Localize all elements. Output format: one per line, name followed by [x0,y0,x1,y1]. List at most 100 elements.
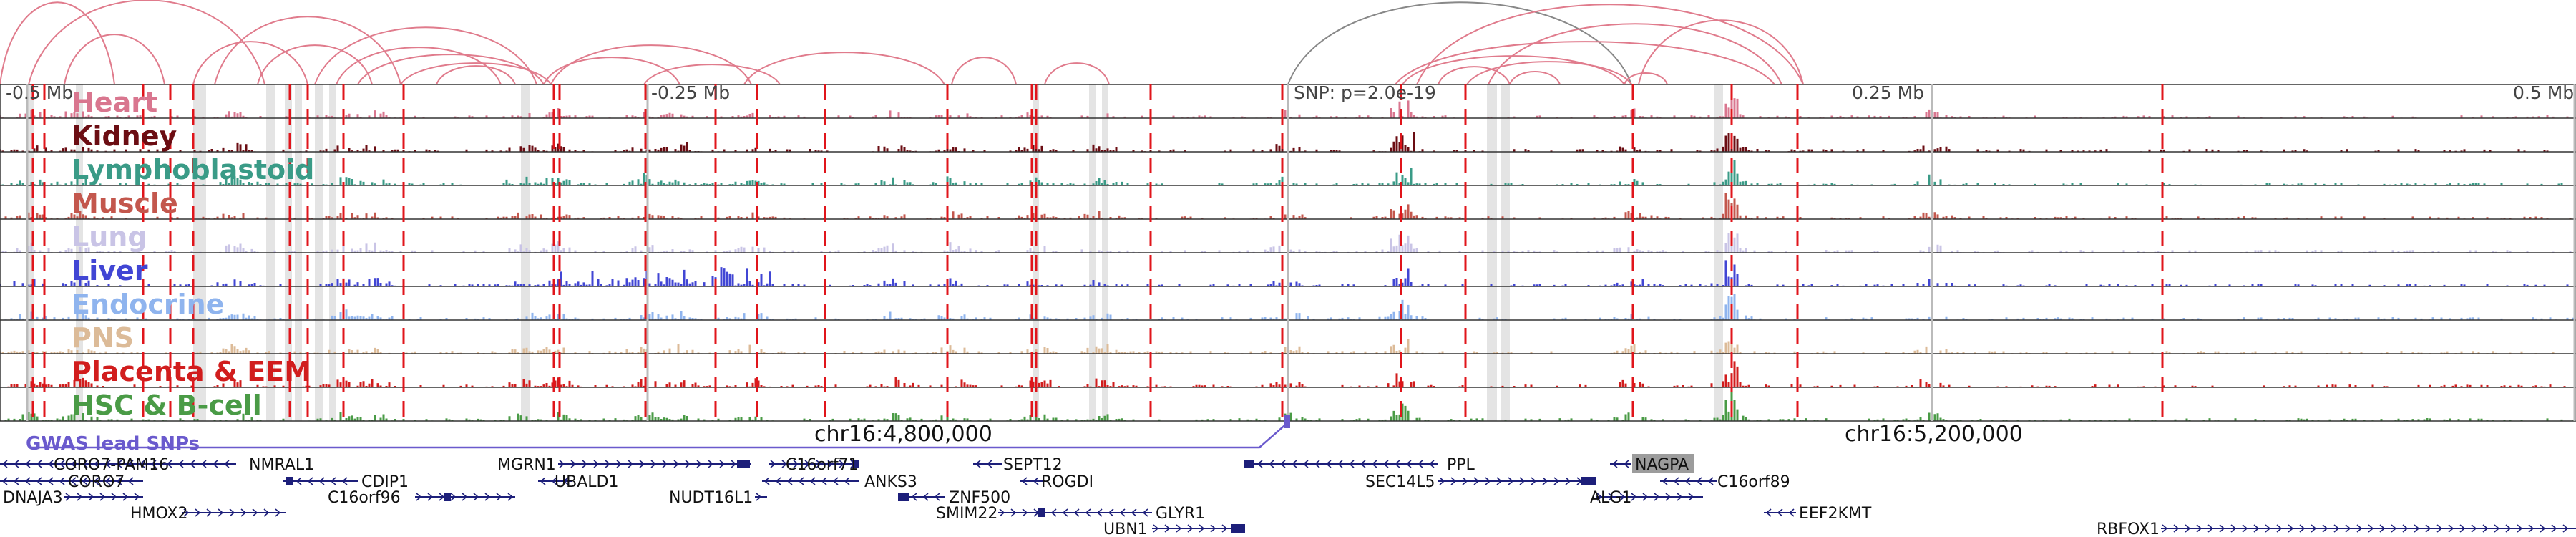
gene-znf500[interactable]: ZNF500 [898,489,1010,507]
gene-c16orf89[interactable]: C16orf89 [1660,473,1790,491]
gene-label: SEC14L5 [1365,473,1435,491]
gene-label: DNAJA3 [3,489,63,507]
track-label: HSC & B-cell [72,390,262,421]
gene-label: UBN1 [1103,521,1148,537]
gene-coro7[interactable]: CORO7 [0,473,143,491]
interaction-arc [1395,41,1775,85]
exon-block [286,477,293,485]
interaction-arc [1466,61,1632,85]
gwas-lead-snp-marker [1284,415,1290,428]
gene-anks3[interactable]: ANKS3 [762,473,917,491]
position-axis: -0.5 Mb -0.25 Mb SNP: p=2.0e-19 0.25 Mb 0.5 … [6,82,2576,447]
gene-label: ROGDI [1041,473,1093,491]
exon-block [898,493,909,501]
track-label: PNS [72,322,134,354]
strand-chevrons [166,460,230,468]
strand-chevrons [1,477,134,485]
interaction-arc [436,65,516,85]
gene-mgrn1[interactable]: MGRN1 [497,456,751,474]
strand-chevrons [770,460,857,468]
genomic-position-label: chr16:5,200,000 [1845,422,2023,447]
gene-label: CORO7-PAM16 [54,456,169,474]
strand-chevrons [540,477,569,485]
signal-tracks [0,84,2576,422]
strand-chevrons [183,508,281,517]
gene-cdip1[interactable]: CDIP1 [283,473,409,491]
interaction-arc [192,41,308,85]
track-label: Endocrine [72,289,224,320]
strand-chevrons [284,477,348,485]
interaction-arc [336,47,502,85]
gene-dnaja3[interactable]: DNAJA3 [3,489,143,507]
strand-chevrons [999,508,1040,517]
interaction-arc [0,1,115,85]
interaction-arc [1438,66,1511,85]
gene-track: CORO7-PAM16 NMRAL1 CORO7 CDIP1 DNAJA3 C16orf9… [0,454,2576,537]
interaction-arc [314,26,537,85]
gene-sec14l5[interactable]: SEC14L5 [1365,473,1596,491]
interaction-arc [1509,71,1561,85]
signal-peaks [0,98,2569,118]
gene-label: PPL [1447,456,1475,474]
track-label: Placenta & EEM [72,356,311,387]
interaction-arc [1638,19,1804,85]
gene-label: NMRAL1 [249,456,314,474]
gene-label: ANKS3 [864,473,917,491]
track-label: Liver [72,255,148,286]
gene-sept12[interactable]: SEPT12 [973,456,1063,474]
interaction-arc [1624,72,1668,85]
gene-ppl[interactable]: PPL [1244,456,1475,474]
interaction-arc [543,57,680,85]
gene-ubn1[interactable]: UBN1 [1103,521,1245,537]
gene-hmox2[interactable]: HMOX2 [130,505,286,523]
gene-nudt16l1[interactable]: NUDT16L1 [669,489,767,507]
strand-chevrons [763,477,850,485]
gene-ubald1[interactable]: UBALD1 [538,473,618,491]
gwas-connector [29,422,1289,449]
gene-highlight [1632,454,1694,473]
gene-coro7-pam16[interactable]: CORO7-PAM16 [0,456,169,474]
track-label: Lymphoblastoid [72,154,314,185]
gene-rogdi[interactable]: ROGDI [1020,473,1093,491]
interaction-arc [64,34,165,85]
track-label: Kidney [72,120,177,152]
gene-eef2kmt[interactable]: EEF2KMT [1764,505,1872,523]
strand-chevrons [2162,524,2569,533]
interaction-arc [400,62,552,85]
gene-label: EEF2KMT [1799,505,1872,523]
interaction-arc [643,64,781,85]
strand-chevrons [65,493,140,501]
snp-lines [31,84,2164,421]
interaction-arc [357,54,545,85]
strand-chevrons [559,460,748,468]
gene-rbfox1[interactable]: RBFOX1 [2097,521,2576,537]
interaction-arc [1402,55,1625,85]
gene-glyr1[interactable]: GLYR1 [1038,505,1205,523]
gene-label: CORO7 [68,473,125,491]
gene-c16orf96[interactable]: C16orf96 [328,489,515,507]
gene-label: C16orf96 [328,489,401,507]
strand-chevrons [756,493,762,501]
interaction-arc [951,57,1017,85]
track-label: Lung [72,221,147,253]
interaction-arc [257,44,373,85]
gene-label: ALG1 [1590,489,1631,507]
gene-label: SEPT12 [1003,456,1063,474]
gene-alg1[interactable]: ALG1 [1590,489,1703,507]
exon-block [1244,460,1254,468]
gene-label: C16orf71 [786,456,859,474]
interaction-arc [214,16,401,85]
gene-label: SMIM22 [936,505,997,523]
gene-label: RBFOX1 [2097,521,2160,537]
signal-peaks [0,132,2549,152]
track-label: Heart [72,87,157,118]
track-label: Muscle [72,188,178,219]
gene-nagpa[interactable]: NAGPA [1610,454,1694,474]
gene-nmral1[interactable]: NMRAL1 [165,456,314,474]
gene-smim22[interactable]: SMIM22 [936,505,1045,523]
strand-chevrons [1153,524,1239,533]
interaction-arc [743,52,945,85]
interaction-arc [28,0,265,85]
gene-c16orf71[interactable]: C16orf71 [769,456,859,474]
signal-peaks [7,361,2566,387]
